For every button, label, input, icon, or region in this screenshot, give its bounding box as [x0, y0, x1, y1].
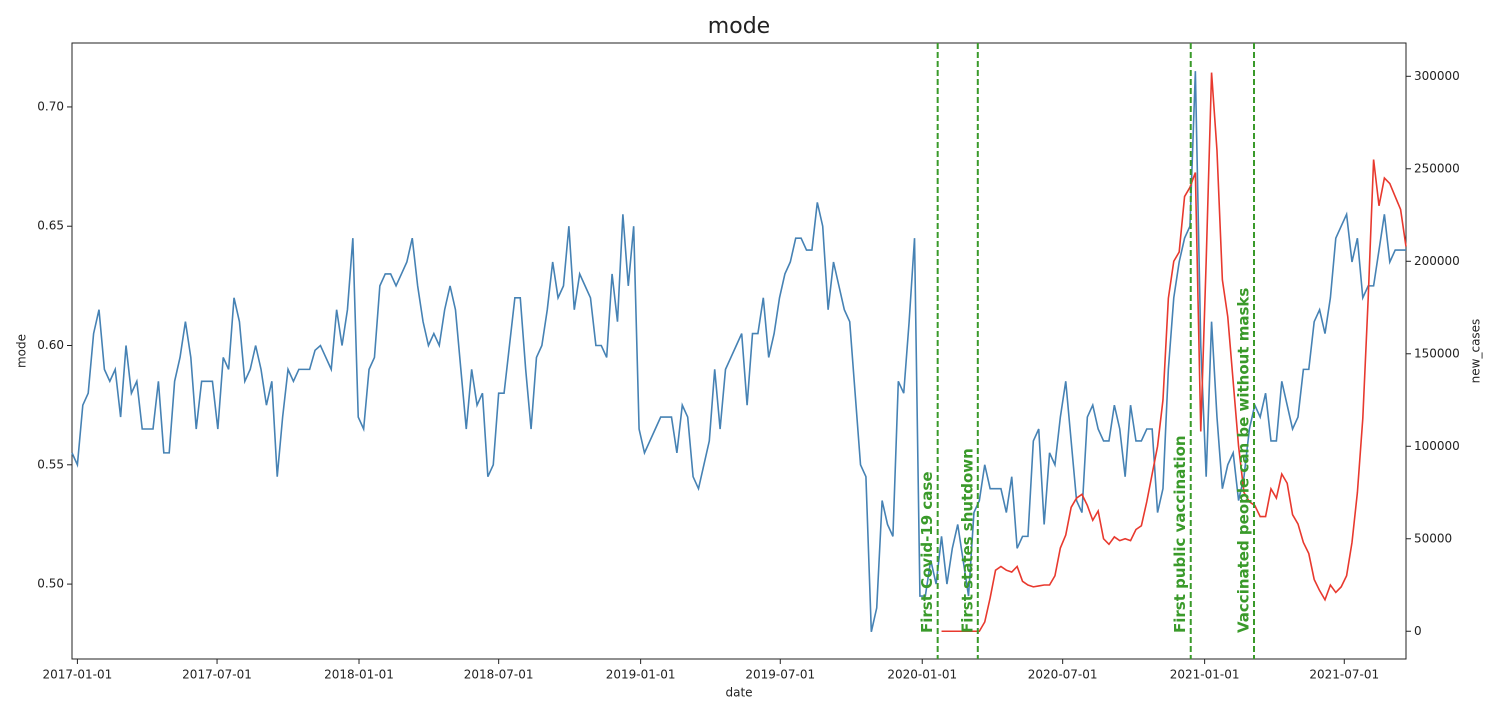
x-tick-label: 2017-07-01 — [182, 668, 252, 682]
x-tick-label: 2018-07-01 — [464, 668, 534, 682]
y-tick-label: 0.55 — [37, 457, 64, 471]
x-tick-label: 2020-07-01 — [1028, 668, 1098, 682]
y-tick-label: 0.65 — [37, 219, 64, 233]
y2-tick-label: 0 — [1414, 624, 1422, 638]
x-axis-label: date — [725, 686, 752, 700]
y-tick-label: 0.70 — [37, 99, 64, 113]
chart-title: mode — [708, 14, 770, 39]
y-tick-label: 0.60 — [37, 338, 64, 352]
annotation-label: Vaccinated people can be without masks — [1235, 288, 1253, 633]
plot-frame — [71, 42, 1407, 660]
y2-tick-label: 300000 — [1414, 69, 1460, 83]
x-tick-label: 2019-07-01 — [745, 668, 815, 682]
x-tick-label: 2021-01-01 — [1170, 668, 1240, 682]
y2-tick-label: 250000 — [1414, 161, 1460, 175]
y2-tick-label: 50000 — [1414, 531, 1452, 545]
y-tick-label: 0.50 — [37, 577, 64, 591]
annotation-label: First states shutdown — [958, 448, 976, 633]
x-tick-label: 2018-01-01 — [324, 668, 394, 682]
annotation-label: First public vaccination — [1171, 435, 1189, 633]
x-tick-label: 2019-01-01 — [606, 668, 676, 682]
x-tick-label: 2020-01-01 — [887, 668, 957, 682]
y2-tick-label: 200000 — [1414, 254, 1460, 268]
y2-axis-label: new_cases — [1469, 319, 1483, 384]
data-line — [71, 71, 1406, 632]
y2-tick-label: 100000 — [1414, 439, 1460, 453]
x-tick-label: 2021-07-01 — [1309, 668, 1379, 682]
y-axis-label: mode — [15, 334, 29, 368]
x-tick-label: 2017-01-01 — [43, 668, 113, 682]
data-line — [941, 72, 1407, 633]
y2-tick-label: 150000 — [1414, 346, 1460, 360]
annotation-label: First Covid-19 case — [918, 471, 936, 633]
